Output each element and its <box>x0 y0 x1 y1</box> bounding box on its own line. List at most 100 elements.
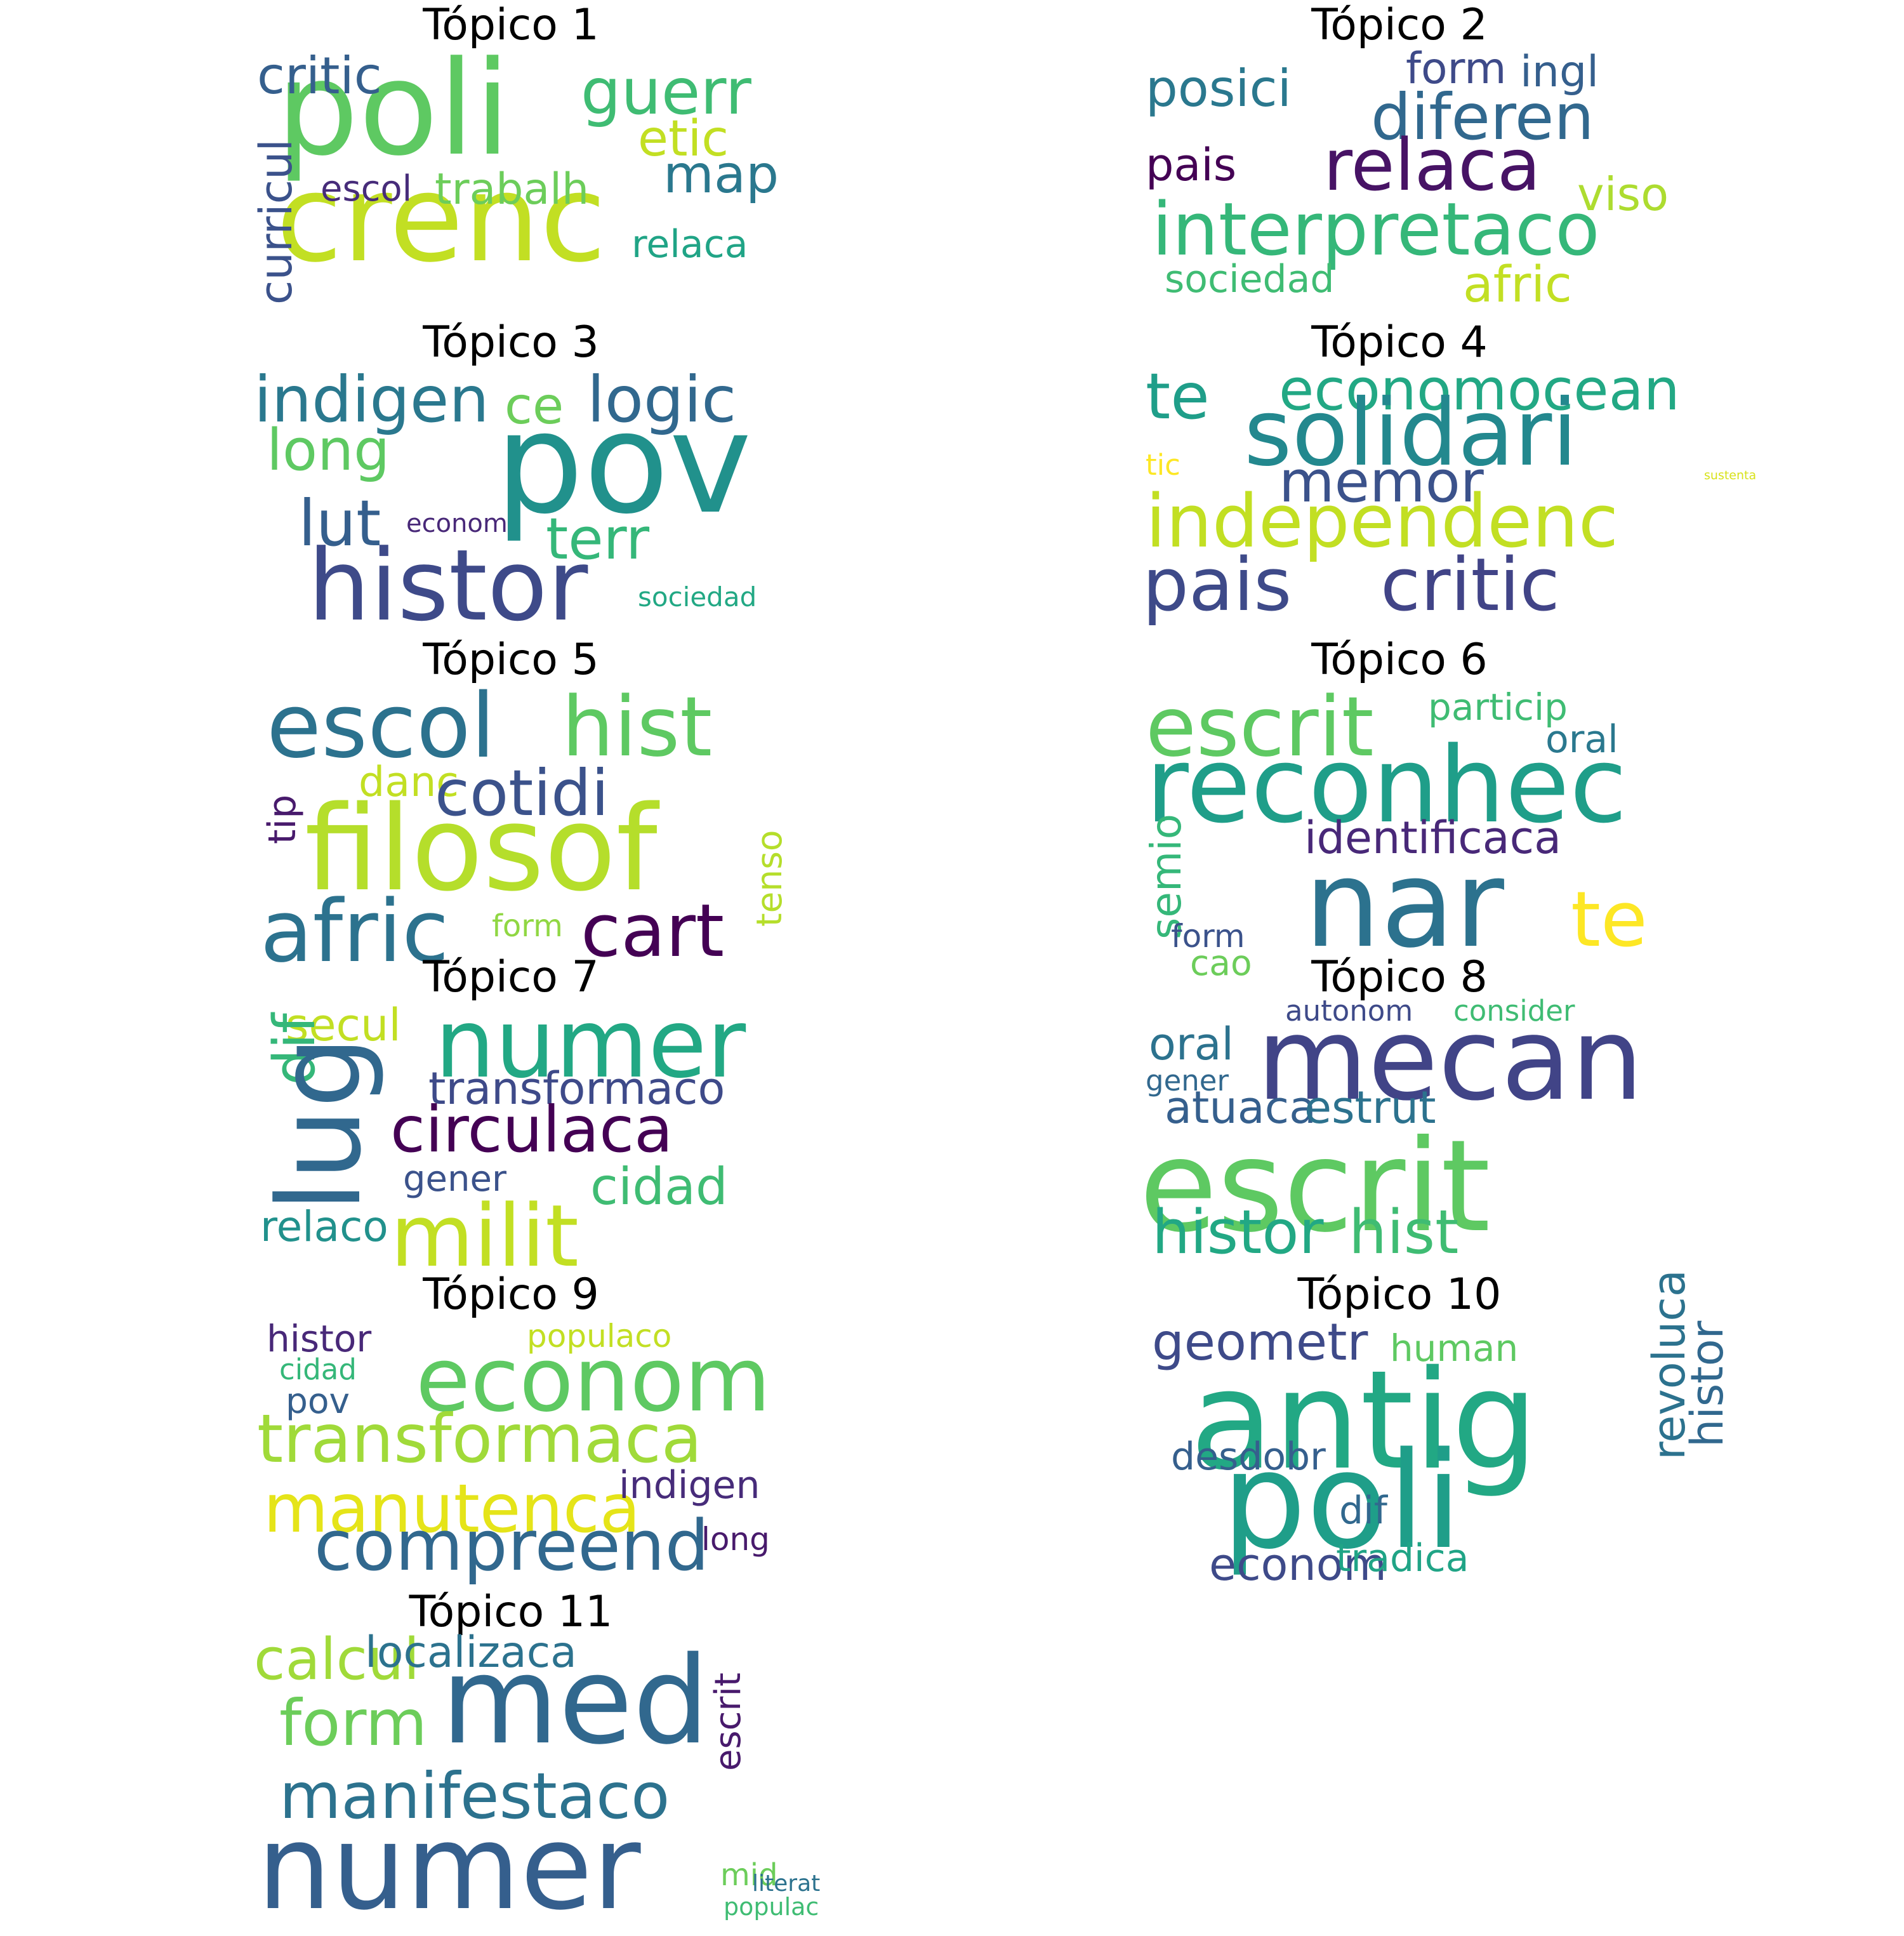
word: relaca <box>631 222 748 267</box>
word: atuaca <box>1165 1082 1316 1134</box>
word: terr <box>546 506 650 573</box>
word: histor <box>267 1317 372 1360</box>
word: antig <box>1190 1341 1538 1500</box>
word: tradica <box>1336 1536 1469 1581</box>
word: poli <box>276 34 511 185</box>
word: lut <box>298 486 381 560</box>
topic-panel-3: Tópico 3 indigen ce logic long pov lut econom te… <box>194 317 828 635</box>
word: crenc <box>276 149 607 289</box>
word: sociedad <box>638 581 757 613</box>
word: te <box>1146 359 1210 434</box>
word: mid <box>720 1857 778 1893</box>
topic-panel-5: Tópico 5 escol hist danc cotidi tip filosof afr… <box>194 635 828 975</box>
word: oral <box>1545 717 1618 762</box>
word: relaco <box>260 1202 388 1251</box>
word: sociedad <box>1165 257 1335 302</box>
word: pov <box>495 382 752 545</box>
word: compreend <box>314 1505 710 1586</box>
word: form <box>1171 918 1245 955</box>
word: pov <box>286 1381 350 1421</box>
word: pais <box>1146 139 1237 191</box>
word: transformaca <box>257 1400 703 1478</box>
topic-title: Tópico 6 <box>1311 635 1488 685</box>
word-cloud: poli crenc guerr critic etic map escol trabalh r… <box>194 0 828 317</box>
word: form <box>279 1686 428 1760</box>
word: long <box>701 1521 770 1558</box>
word: memor <box>1279 449 1484 515</box>
word: consider <box>1453 994 1575 1028</box>
word: gener <box>1146 1064 1229 1097</box>
word: afric <box>260 882 449 981</box>
word-cloud: escol hist danc cotidi tip filosof afric cart fo… <box>194 635 828 975</box>
word: lug <box>254 1035 387 1212</box>
topic-panel-9: Tópico 9 histor populaco cidad econom pov tran… <box>194 1270 828 1587</box>
word: long <box>267 417 390 484</box>
word: tenso <box>749 830 790 927</box>
topic-title: Tópico 5 <box>423 635 599 685</box>
word: manifestaco <box>279 1759 670 1833</box>
word: dif <box>1339 1488 1387 1533</box>
topic-title: Tópico 3 <box>423 317 599 368</box>
word: cidad <box>279 1353 357 1386</box>
word: manutenca <box>263 1470 641 1548</box>
word: afric <box>1463 256 1572 314</box>
word: escrit <box>1139 1113 1491 1261</box>
word: critic <box>257 46 382 105</box>
topic-panel-4: Tópico 4 te economocean solidari tic memor sus… <box>1082 317 1756 635</box>
word: populac <box>724 1893 819 1921</box>
word: literat <box>752 1871 821 1897</box>
topic-panel-7: Tópico 7 secul numer dif lug transformaco circ… <box>194 952 828 1279</box>
word: geometr <box>1152 1313 1368 1372</box>
word: gener <box>403 1158 506 1200</box>
word: escol <box>321 168 413 209</box>
topic-title: Tópico 4 <box>1311 317 1488 368</box>
word: cidad <box>590 1157 728 1216</box>
topic-panel-11: Tópico 11 calcul localizaca escrit med form ma… <box>194 1587 828 1926</box>
word: nar <box>1304 834 1504 974</box>
word: histor <box>1152 1198 1324 1268</box>
topic-panel-10: Tópico 10 geometr human antig revoluca histor… <box>1082 1270 1733 1587</box>
word: form <box>1406 44 1507 94</box>
word: logic <box>587 362 737 437</box>
word: secul <box>286 999 401 1051</box>
word: critic <box>1380 543 1560 628</box>
word: sustenta <box>1704 468 1757 482</box>
word-cloud: histor populaco cidad econom pov transformaca… <box>194 1270 828 1587</box>
word: econom <box>406 509 508 538</box>
word: tip <box>260 794 305 844</box>
topic-title: Tópico 8 <box>1311 952 1488 1002</box>
word: guerr <box>581 55 751 129</box>
topic-panel-1: Tópico 1 poli crenc guerr critic etic map escol… <box>194 0 828 317</box>
word-cloud: indigen ce logic long pov lut econom terr histor… <box>194 317 828 635</box>
topic-panel-2: Tópico 2 posici form ingl diferen pais relaca v… <box>1082 0 1717 317</box>
word: economocean <box>1279 357 1680 423</box>
word: cotidi <box>435 756 609 830</box>
word: circulaca <box>390 1092 673 1167</box>
topic-title: Tópico 2 <box>1311 0 1488 50</box>
word: indigen <box>254 362 489 437</box>
word: calcul <box>254 1626 420 1693</box>
word: tic <box>1146 448 1180 482</box>
topic-title: Tópico 11 <box>409 1587 613 1637</box>
word: localizaca <box>365 1628 577 1678</box>
word-cloud: autonom consider oral mecan gener atuaca estru… <box>1082 952 1717 1270</box>
word: poli <box>1222 1423 1462 1579</box>
word: ingl <box>1520 47 1599 97</box>
word-cloud: secul numer dif lug transformaco circulaca gen… <box>194 952 828 1279</box>
word: viso <box>1577 168 1669 221</box>
word: mecan <box>1257 993 1644 1126</box>
word: escrit <box>1146 679 1374 775</box>
word: filosof <box>305 780 658 917</box>
word-cloud: geometr human antig revoluca histor desdobr po… <box>1082 1270 1733 1587</box>
word: histor <box>308 528 588 643</box>
word: indigen <box>619 1463 760 1508</box>
word: etic <box>638 110 729 168</box>
topic-title: Tópico 10 <box>1297 1270 1502 1320</box>
topic-panel-6: Tópico 6 escrit particip oral reconhec identi… <box>1082 635 1717 981</box>
word: numer <box>257 1799 641 1936</box>
word: form <box>492 908 563 944</box>
word: escol <box>267 675 496 778</box>
word: human <box>1390 1327 1519 1370</box>
topic-title: Tópico 1 <box>423 0 599 50</box>
